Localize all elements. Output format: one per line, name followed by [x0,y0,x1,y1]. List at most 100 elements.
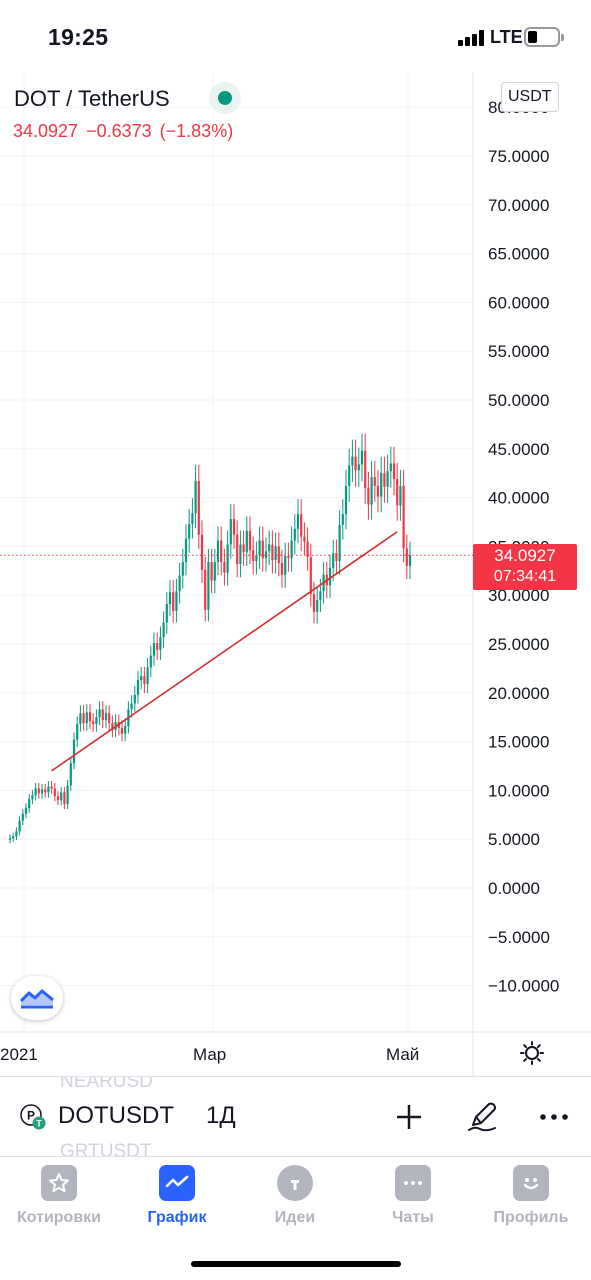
candle-body [303,536,306,542]
symbol-selector[interactable]: DOTUSDT [58,1102,174,1129]
candle-body [223,562,226,573]
candle-body [108,713,111,724]
candle-body [40,789,44,794]
y-axis-tick-label: 50.0000 [488,391,549,410]
candle-body [66,785,69,805]
y-axis-tick-label: 70.0000 [488,196,549,215]
candle-body [60,792,63,801]
svg-text:T: T [36,1119,42,1129]
candle-body [104,713,108,721]
candle-body [15,831,18,837]
candle-body [344,485,348,515]
candle-body [85,712,88,724]
symbol-title[interactable]: DOT / TetherUS [14,86,170,111]
y-axis-tick-label: 75.0000 [488,147,549,166]
chart-settings-button[interactable] [520,1041,544,1065]
chart-icon [159,1165,195,1201]
candle-body [140,676,143,681]
price-change: −0.6373 [86,121,152,141]
candle-body [364,450,367,488]
candle-body [220,540,223,563]
y-axis-tick-label: 5.0000 [488,830,540,849]
status-bar: 19:25 LTE [0,0,591,72]
candle-body [18,820,21,832]
candle-body [405,548,408,566]
candle-body [136,680,140,695]
candle-body [332,553,335,568]
candle-body [226,544,229,573]
candle-body [63,792,66,805]
tab-ideas[interactable]: Идеи [236,1165,354,1227]
y-axis-tick-label: 15.0000 [488,733,549,752]
polkadot-logo-icon: P T [20,1104,46,1130]
candle-body [392,463,396,480]
y-axis-tick-label: 10.0000 [488,781,549,800]
candle-body [50,786,53,789]
drawing-pen-icon[interactable] [466,1101,498,1133]
tab-profile[interactable]: Профиль [472,1165,590,1227]
candle-body [200,534,204,570]
candle-body [204,569,207,610]
candle-body [242,544,245,553]
price-chart[interactable]: 80.000075.000070.000065.000060.000055.00… [0,72,591,1076]
candle-body [261,540,264,559]
candle-body [47,786,50,793]
more-icon[interactable] [538,1101,570,1133]
candle-body [111,723,114,730]
quote-line: 34.0927 −0.6373 (−1.83%) [13,121,241,142]
candle-body [386,471,389,487]
candle-body [149,655,152,668]
candle-body [229,519,232,545]
candle-body [146,667,149,685]
candle-body [284,556,287,575]
candle-body [290,540,293,559]
y-axis-tick-label: 20.0000 [488,684,549,703]
candle-body [312,594,316,612]
candle-body [143,676,146,685]
candle-body [341,514,344,525]
candle-body [258,540,261,556]
candle-body [207,562,210,610]
x-axis-label-mar: Мар [193,1045,227,1064]
tab-quotes[interactable]: Котировки [0,1165,118,1227]
candle-body [156,643,159,650]
candle-body [274,546,277,561]
candle-body [28,799,31,808]
tab-label: График [147,1209,207,1226]
candle-body [152,643,156,656]
candle-body [373,477,376,486]
y-axis-tick-label: 45.0000 [488,440,549,459]
candle-body [306,541,309,558]
chart-type-button[interactable] [11,976,63,1020]
candle-body [168,592,172,604]
candle-body [264,551,268,559]
interval-selector[interactable]: 1Д [206,1102,236,1129]
candle-body [376,485,380,497]
candle-body [277,546,280,563]
market-status-icon[interactable] [209,82,241,114]
candle-body [53,788,56,797]
candle-body [300,514,303,537]
next-symbol-ghost: GRTUSDT [60,1141,152,1156]
currency-badge[interactable]: USDT [501,82,559,112]
candle-body [133,694,136,704]
candle-body [24,807,28,814]
candle-body [178,575,181,592]
candle-body [69,763,72,786]
y-axis-tick-label: −10.0000 [488,977,559,996]
smile-icon [513,1165,549,1201]
candle-body [82,713,85,724]
chart-area[interactable]: 80.000075.000070.000065.000060.000055.00… [0,72,591,1076]
candle-body [351,456,354,466]
bar-countdown: 07:34:41 [493,568,557,585]
candle-body [316,600,319,612]
plus-icon[interactable] [393,1101,425,1133]
candle-body [296,514,300,529]
candle-body [21,813,24,821]
tab-bar: Котировки График Идеи Чаты Профиль [0,1156,591,1280]
y-axis-tick-label: 40.0000 [488,489,549,508]
tab-chats[interactable]: Чаты [354,1165,472,1227]
sun-icon [520,1041,544,1065]
tab-chart[interactable]: График [118,1165,236,1227]
candle-body [216,540,220,563]
